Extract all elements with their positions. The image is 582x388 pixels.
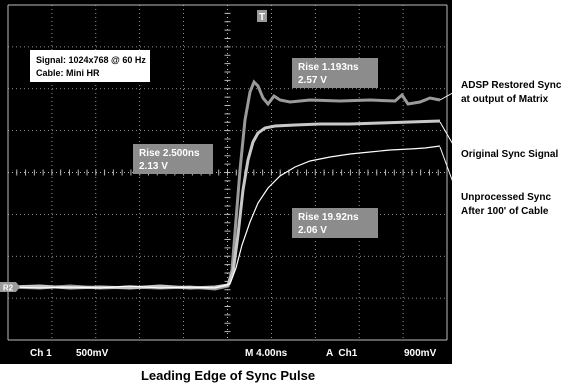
rise-label: Rise 2.500ns	[139, 148, 200, 159]
rise-label: Rise 19.92ns	[298, 212, 359, 223]
status-trigger: A Ch1	[326, 348, 358, 359]
annotation: After 100' of Cable	[461, 206, 549, 217]
oscilloscope-figure: T R2 Signal: 1024x768 @ 60 Hz Cable: Min…	[0, 0, 582, 383]
annotation: at output of Matrix	[461, 94, 549, 105]
info-line: Signal: 1024x768 @ 60 Hz	[36, 55, 146, 65]
caption: Leading Edge of Sync Pulse	[141, 368, 315, 383]
rise-value: 2.57 V	[298, 75, 327, 86]
status-scale: 500mV	[76, 348, 109, 359]
rise-label: Rise 1.193ns	[298, 62, 359, 73]
annotation: Original Sync Signal	[461, 149, 558, 160]
status-level: 900mV	[404, 348, 437, 359]
rise-value: 2.06 V	[298, 225, 327, 236]
reference-marker-label: R2	[3, 284, 14, 293]
rise-value: 2.13 V	[139, 161, 168, 172]
info-line: Cable: Mini HR	[36, 68, 100, 78]
annotation: Unprocessed Sync	[461, 192, 551, 203]
status-timebase: M 4.00ns	[245, 348, 288, 359]
status-channel: Ch 1	[30, 348, 52, 359]
trigger-marker-label: T	[259, 12, 265, 23]
annotation: ADSP Restored Sync	[461, 80, 562, 91]
